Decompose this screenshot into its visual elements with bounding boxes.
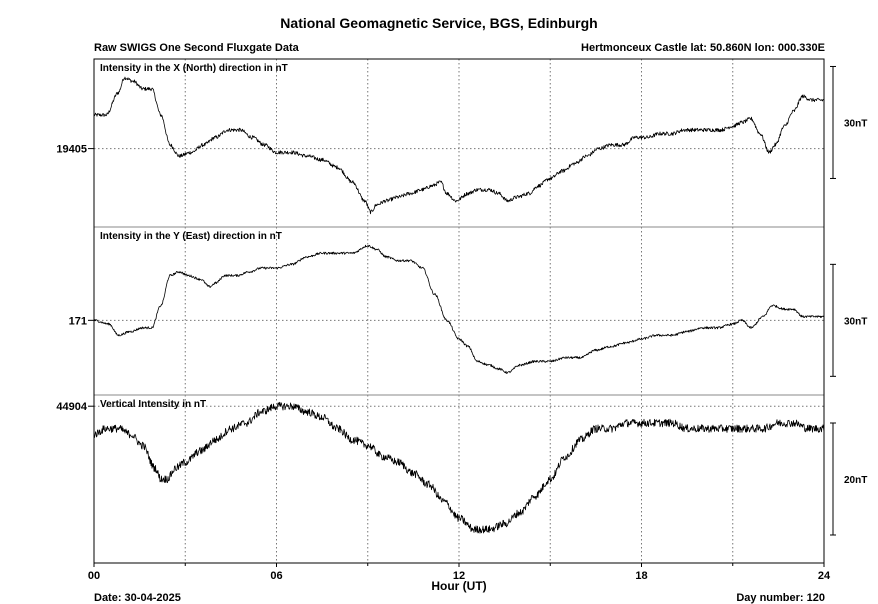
date-label: Date: 30-04-2025 [94,592,181,604]
reference-value-label: 171 [69,315,87,327]
x-tick-label: 24 [818,570,831,582]
series-line-y [93,244,825,374]
reference-value-label: 44904 [56,401,87,413]
chart-title: National Geomagnetic Service, BGS, Edinb… [280,15,598,31]
series-line-z [93,401,825,534]
x-axis-label: Hour (UT) [431,579,486,593]
series-line-x [93,76,825,215]
day-number-label: Day number: 120 [736,592,825,604]
scale-bar-label: 20nT [844,475,867,486]
x-tick-label: 18 [635,570,647,582]
scale-bar-label: 30nT [844,316,867,327]
scale-bar-label: 30nT [844,118,867,129]
panel-label: Vertical Intensity in nT [100,399,206,410]
x-tick-label: 06 [270,570,282,582]
panel-z: 44904 Vertical Intensity in nT 20nT [56,399,867,536]
observatory-label: Hertmonceux Castle lat: 50.860N lon: 000… [581,42,825,54]
x-tick-label: 00 [88,570,100,582]
panel-y: 171 Intensity in the Y (East) direction i… [69,231,867,377]
data-source-label: Raw SWIGS One Second Fluxgate Data [94,42,299,54]
reference-value-label: 19405 [56,144,87,156]
panel-label: Intensity in the Y (East) direction in n… [100,231,282,242]
panel-x: 19405 Intensity in the X (North) directio… [56,63,867,215]
panel-label: Intensity in the X (North) direction in … [100,63,288,74]
x-tick-label: 12 [453,570,465,582]
